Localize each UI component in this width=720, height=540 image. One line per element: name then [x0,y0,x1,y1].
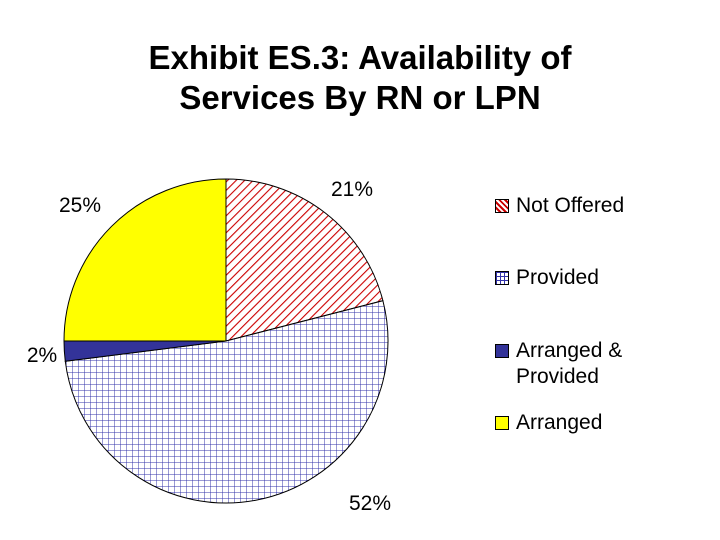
legend-swatch-arranged [495,416,509,430]
pie-slice-arranged [63,178,227,342]
legend-label-arranged: Arranged [516,411,603,434]
legend-swatch-provided [495,271,509,285]
legend-label-provided: Provided [516,266,599,289]
data-label-not-offered: 21% [331,178,373,201]
legend-swatch-not-offered [495,199,509,213]
chart-title: Exhibit ES.3: Availability of Services B… [0,38,720,118]
pie-labels: 21% 52% 2% 25% [27,178,391,515]
data-label-arranged-and-provided: 2% [27,344,57,367]
legend-swatch-arranged-and-provided [495,344,509,358]
pie-slices [63,178,389,504]
data-label-arranged: 25% [59,194,101,217]
chart-title-line-2: Services By RN or LPN [179,79,541,116]
legend-label-not-offered: Not Offered [516,194,625,217]
pie-slice-not-offered [225,178,384,342]
chart-title-line-1: Exhibit ES.3: Availability of [148,39,572,76]
data-label-provided: 52% [349,492,391,515]
legend-label-arranged-and-provided: Arranged & Provided [516,339,623,388]
